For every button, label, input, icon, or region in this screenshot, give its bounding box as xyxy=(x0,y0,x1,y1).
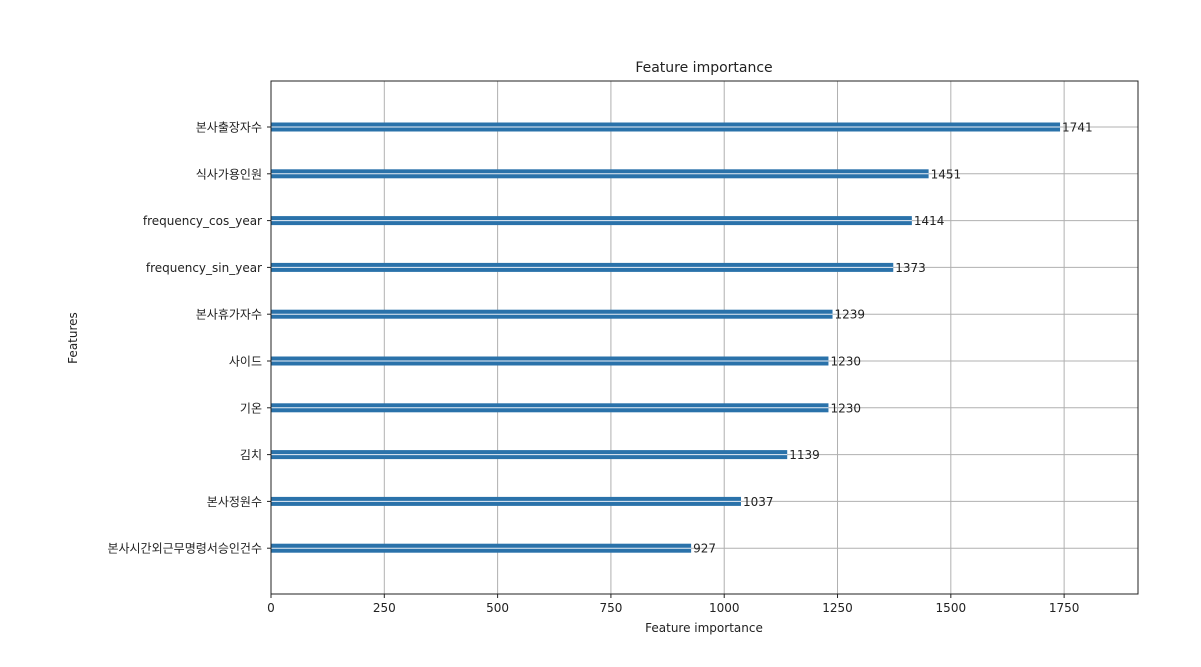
plot-frame xyxy=(270,80,1139,595)
y-tick-label: 기온 xyxy=(240,401,262,415)
x-tick-label: 1250 xyxy=(822,601,853,615)
bar-value-label: 1037 xyxy=(743,495,774,509)
chart-title: Feature importance xyxy=(635,60,772,76)
data-labels: 1741 1451 1414 1373 1239 1230 1230 1139 1037 927 xyxy=(693,121,1092,556)
x-axis-ticks: 0 250 500 750 1000 1250 1500 1750 xyxy=(267,594,1079,615)
x-tick-label: 1000 xyxy=(709,601,740,615)
bar-value-label: 1741 xyxy=(1062,121,1093,135)
y-tick-label: 본사시간외근무명령서승인건수 xyxy=(107,542,262,556)
y-tick-label: 본사출장자수 xyxy=(196,121,262,135)
x-tick-label: 250 xyxy=(373,601,396,615)
x-tick-label: 500 xyxy=(486,601,509,615)
x-tick-label: 750 xyxy=(599,601,622,615)
bar-value-label: 1414 xyxy=(914,214,945,228)
y-tick-label: 본사휴가자수 xyxy=(196,308,262,322)
y-tick-label: 식사가용인원 xyxy=(196,167,262,181)
y-tick-label: 김치 xyxy=(240,448,262,462)
bar-value-label: 1373 xyxy=(895,261,926,275)
x-tick-label: 0 xyxy=(267,601,275,615)
y-tick-label: frequency_sin_year xyxy=(146,261,262,275)
y-tick-label: frequency_cos_year xyxy=(143,214,262,228)
bar-value-label: 1239 xyxy=(835,308,866,322)
x-tick-label: 1500 xyxy=(936,601,967,615)
bars xyxy=(271,122,1061,553)
x-axis-title: Feature importance xyxy=(645,621,763,635)
bar-value-label: 927 xyxy=(693,542,716,556)
bar-value-label: 1230 xyxy=(830,401,861,415)
y-axis-title: Features xyxy=(66,312,80,364)
bar-value-label: 1230 xyxy=(830,355,861,369)
x-tick-label: 1750 xyxy=(1049,601,1080,615)
y-tick-label: 본사정원수 xyxy=(207,495,262,509)
bar-value-label: 1451 xyxy=(931,167,962,181)
bar-value-label: 1139 xyxy=(789,448,820,462)
y-tick-label: 사이드 xyxy=(229,355,262,369)
